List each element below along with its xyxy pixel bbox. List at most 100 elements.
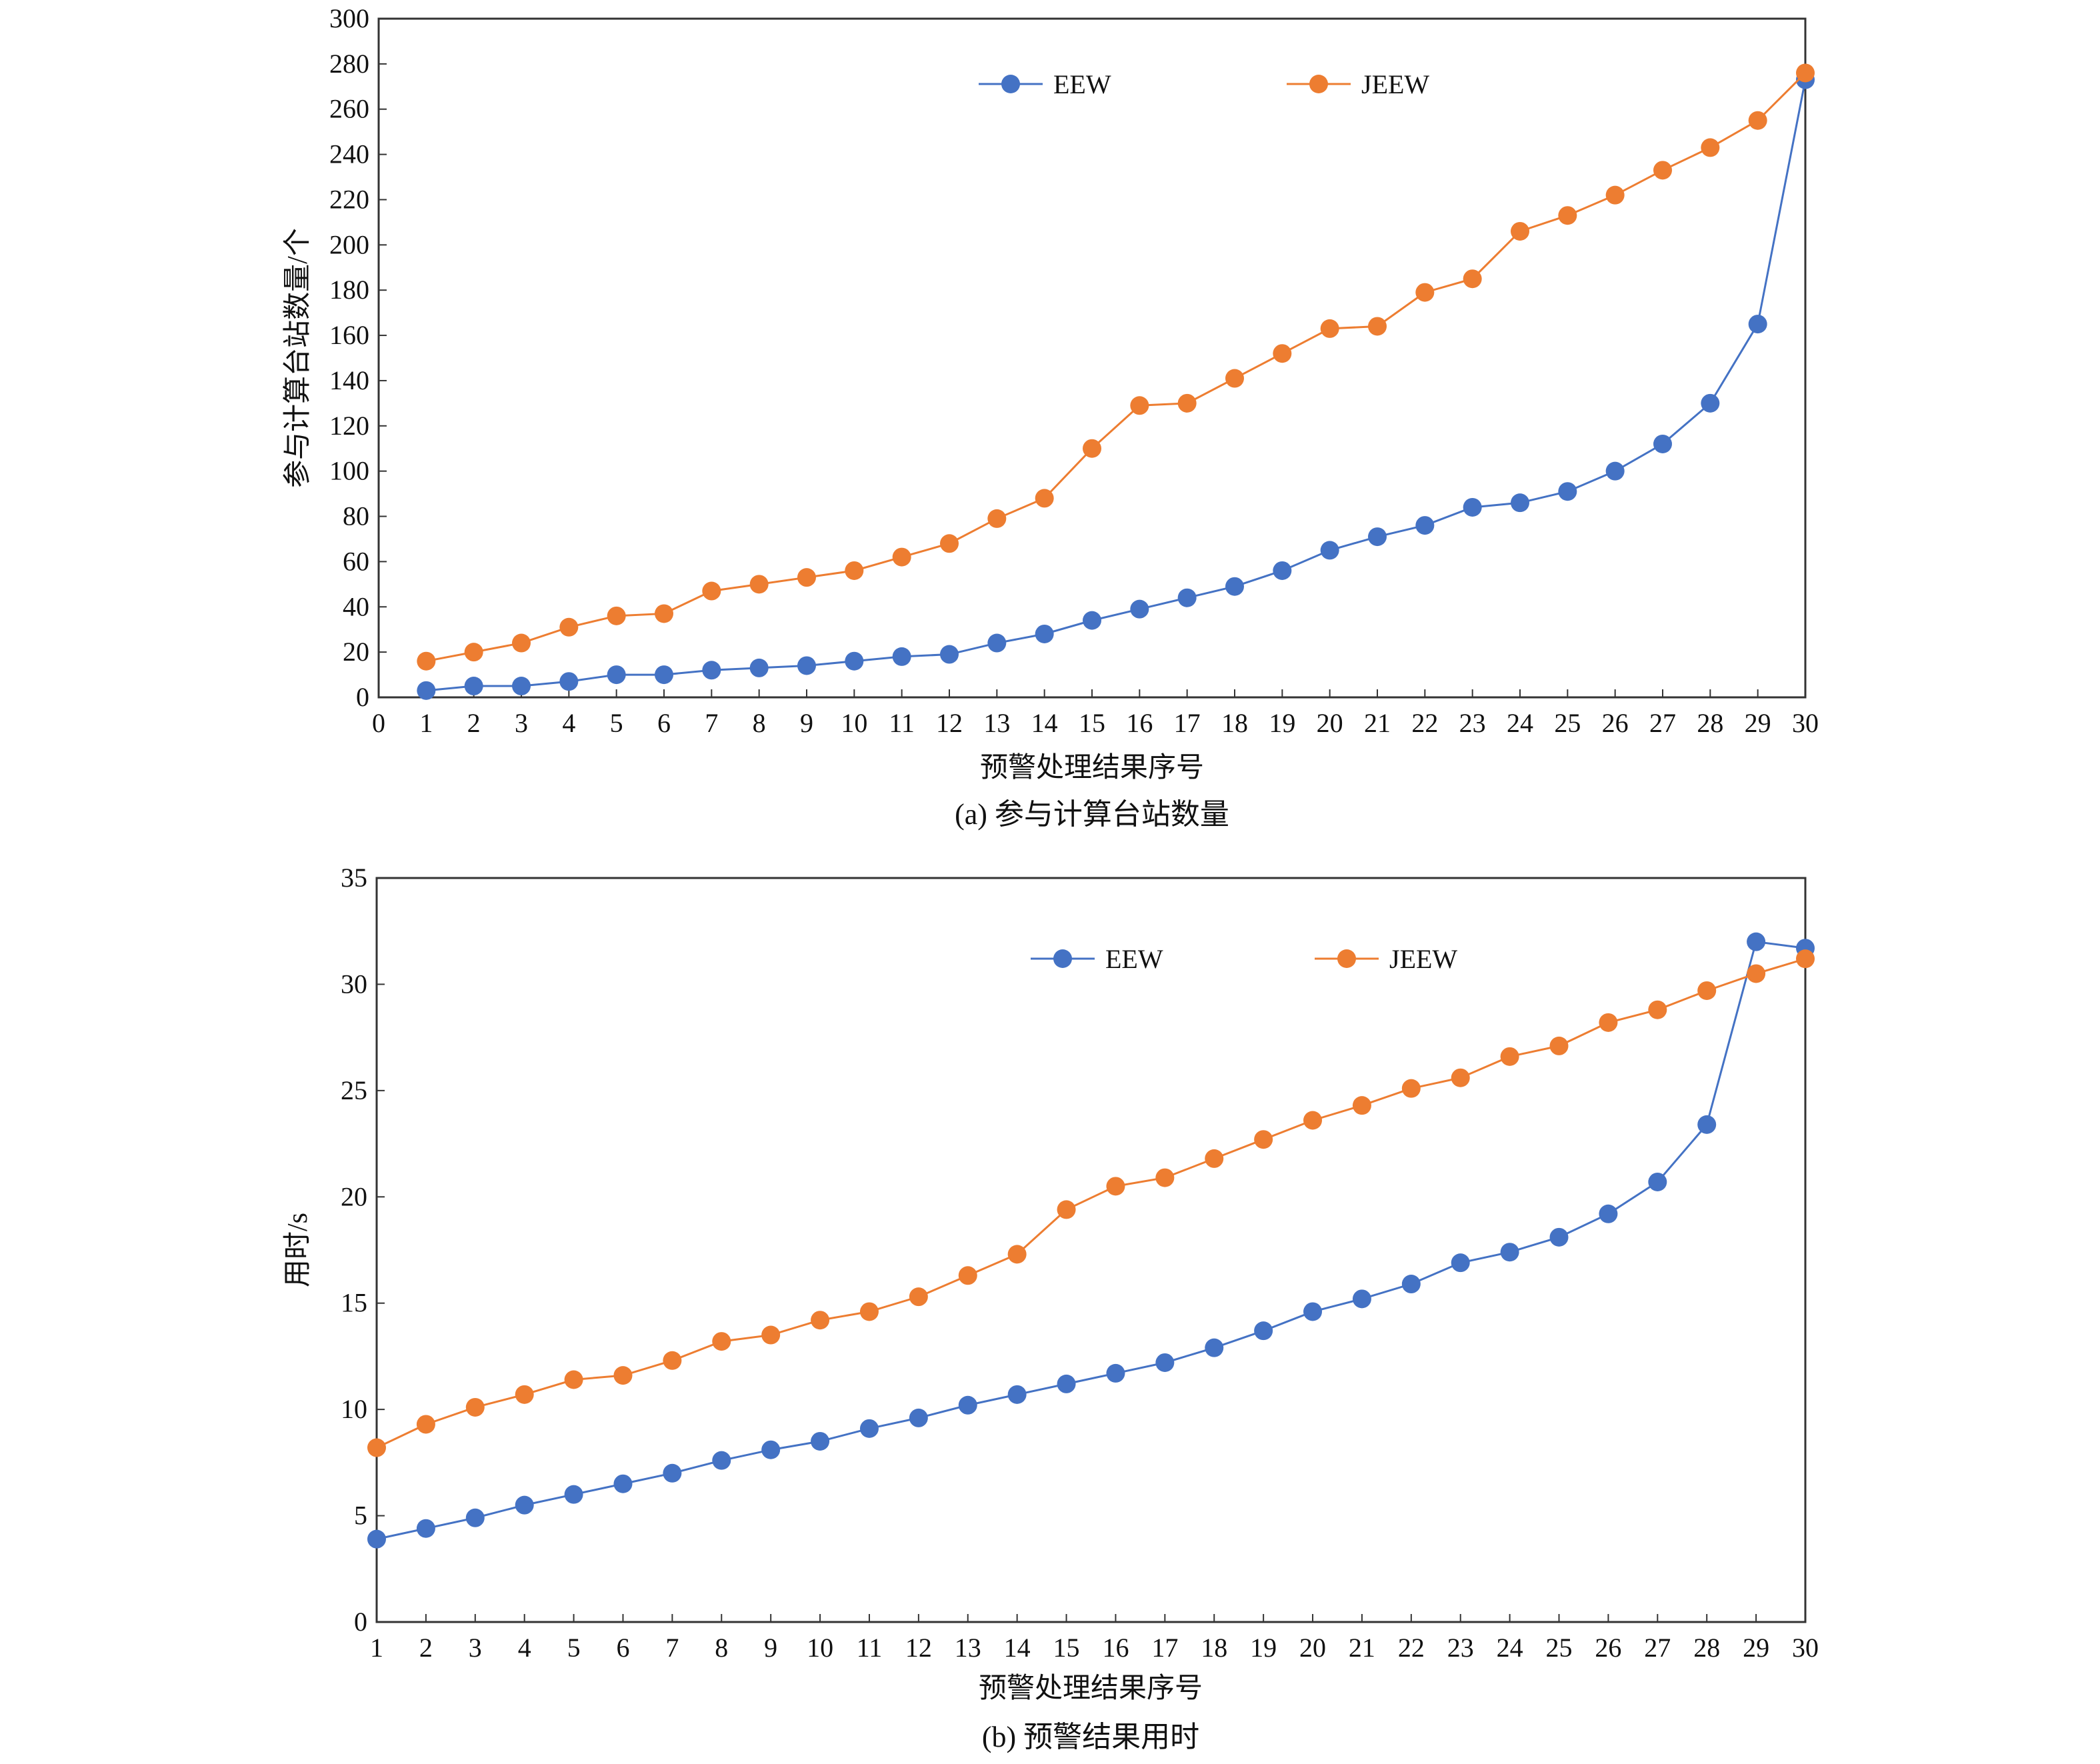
data-point-eew <box>845 651 864 671</box>
data-point-eew <box>797 656 816 675</box>
legend-marker-eew <box>1053 949 1072 968</box>
series-eew <box>417 70 1815 700</box>
data-point-jeew <box>607 606 626 625</box>
x-tick-label: 1 <box>370 1633 383 1663</box>
data-point-jeew <box>564 1370 583 1389</box>
y-tick-label: 35 <box>341 863 367 893</box>
data-point-eew <box>416 1519 435 1538</box>
data-point-eew <box>515 1495 534 1515</box>
data-point-jeew <box>1083 439 1101 458</box>
data-point-jeew <box>909 1287 928 1307</box>
x-tick-label: 24 <box>1497 1633 1523 1663</box>
data-point-jeew <box>1057 1200 1076 1219</box>
x-tick-label: 12 <box>905 1633 932 1663</box>
data-point-jeew <box>1701 138 1720 157</box>
series-jeew <box>367 949 1815 1457</box>
data-point-eew <box>512 677 531 696</box>
y-tick-label: 300 <box>329 3 369 33</box>
data-point-jeew <box>1254 1130 1273 1149</box>
x-tick-label: 20 <box>1317 708 1343 738</box>
data-point-eew <box>1273 561 1292 580</box>
data-point-eew <box>1558 482 1577 501</box>
x-tick-label: 15 <box>1079 708 1105 738</box>
data-point-jeew <box>1401 1079 1421 1098</box>
x-tick-label: 12 <box>936 708 963 738</box>
data-point-eew <box>859 1419 879 1438</box>
x-tick-label: 18 <box>1201 1633 1227 1663</box>
y-tick-label: 15 <box>341 1288 367 1318</box>
data-point-eew <box>811 1431 830 1451</box>
data-point-jeew <box>1796 949 1815 969</box>
series-jeew <box>417 63 1815 671</box>
y-tick-label: 260 <box>329 94 369 124</box>
data-point-jeew <box>702 581 721 601</box>
data-point-jeew <box>1697 981 1717 1000</box>
x-tick-label: 21 <box>1349 1633 1375 1663</box>
data-point-eew <box>564 1485 583 1504</box>
x-tick-label: 30 <box>1792 1633 1819 1663</box>
x-tick-label: 20 <box>1299 1633 1326 1663</box>
y-tick-label: 0 <box>356 682 369 712</box>
data-point-jeew <box>1177 393 1197 413</box>
x-tick-label: 23 <box>1459 708 1486 738</box>
data-point-jeew <box>1605 185 1625 205</box>
data-point-jeew <box>1368 317 1387 336</box>
legend-marker-jeew <box>1337 949 1356 968</box>
data-point-eew <box>1549 1227 1569 1247</box>
y-tick-label: 180 <box>329 275 369 305</box>
data-point-eew <box>559 672 579 691</box>
data-point-eew <box>1254 1321 1273 1341</box>
x-tick-label: 2 <box>467 708 481 738</box>
data-point-jeew <box>1500 1047 1519 1066</box>
data-point-jeew <box>1648 1000 1667 1019</box>
data-point-jeew <box>1155 1168 1175 1187</box>
data-point-eew <box>663 1463 682 1483</box>
data-point-jeew <box>1035 489 1054 508</box>
data-point-eew <box>1401 1275 1421 1294</box>
x-tick-label: 7 <box>705 708 718 738</box>
x-tick-label: 16 <box>1102 1633 1129 1663</box>
data-point-jeew <box>417 651 436 671</box>
y-tick-label: 200 <box>329 229 369 259</box>
data-point-eew <box>761 1440 781 1459</box>
y-tick-label: 220 <box>329 184 369 214</box>
data-point-jeew <box>1451 1068 1470 1087</box>
data-point-jeew <box>1463 269 1482 289</box>
data-point-jeew <box>1225 369 1244 388</box>
data-point-eew <box>1057 1374 1076 1393</box>
data-point-jeew <box>367 1438 386 1457</box>
data-point-jeew <box>749 575 769 594</box>
x-tick-label: 22 <box>1411 708 1438 738</box>
x-tick-label: 22 <box>1398 1633 1425 1663</box>
chart-b-caption: (b) 预警结果用时 <box>982 1721 1199 1753</box>
data-point-eew <box>1653 434 1672 453</box>
data-point-jeew <box>1653 161 1672 180</box>
data-point-jeew <box>1352 1096 1371 1115</box>
legend-label-jeew: JEEW <box>1389 944 1457 974</box>
y-tick-label: 20 <box>341 1181 367 1211</box>
data-point-eew <box>940 645 959 664</box>
chart-a: 0204060801001201401601802002202402602803… <box>282 3 1819 831</box>
chart-a-caption: (a) 参与计算台站数量 <box>955 798 1229 831</box>
data-point-eew <box>367 1529 386 1549</box>
x-tick-label: 10 <box>841 708 867 738</box>
legend-label-eew: EEW <box>1053 69 1111 99</box>
data-point-eew <box>987 633 1007 653</box>
chart-a-x-axis: 0 1 2 3 4 5 6 7 8 9 10 11 12 13 14 15 16 17 18 19 20 21 22 23 24… <box>372 689 1819 738</box>
x-tick-label: 26 <box>1595 1633 1621 1663</box>
x-tick-label: 6 <box>657 708 671 738</box>
x-tick-label: 30 <box>1792 708 1819 738</box>
data-point-eew <box>749 658 769 677</box>
data-point-jeew <box>811 1311 830 1330</box>
data-point-jeew <box>613 1366 633 1385</box>
data-point-jeew <box>1549 1036 1569 1055</box>
x-tick-label: 21 <box>1364 708 1391 738</box>
data-point-eew <box>892 647 911 666</box>
data-point-eew <box>958 1395 977 1415</box>
data-point-jeew <box>1558 206 1577 225</box>
data-point-eew <box>1007 1385 1027 1404</box>
x-tick-label: 4 <box>518 1633 531 1663</box>
data-point-jeew <box>1273 344 1292 363</box>
data-point-jeew <box>1320 319 1339 338</box>
